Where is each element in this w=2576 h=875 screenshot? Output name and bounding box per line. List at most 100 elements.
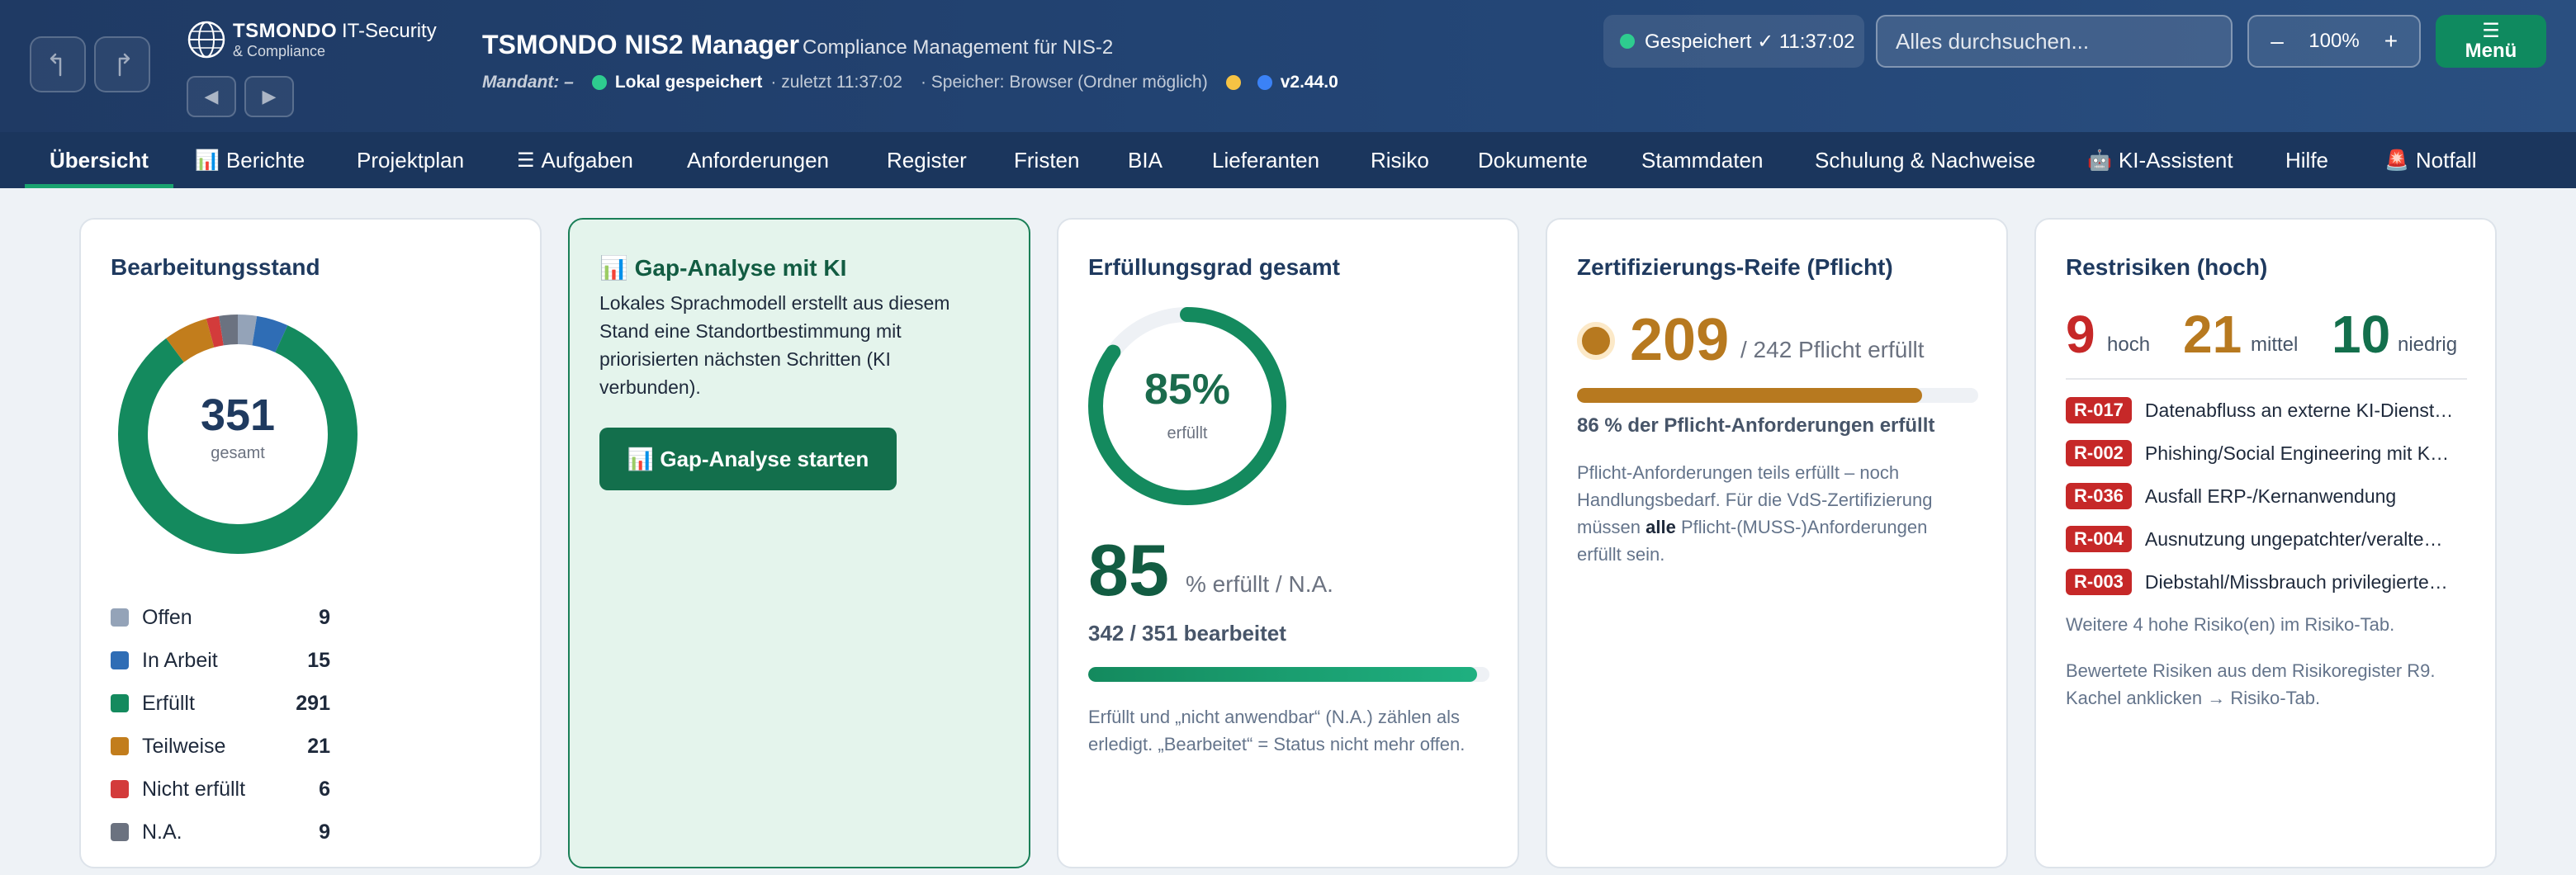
gap-analysis-card: 📊 Gap-Analyse mit KI Lokales Sprachmodel…: [568, 218, 1030, 868]
tab-label: Dokumente: [1478, 147, 1588, 173]
status-total-label: gesamt: [211, 444, 265, 462]
tab-lieferanten[interactable]: Lieferanten: [1212, 132, 1319, 188]
cert-value: 209: [1630, 307, 1730, 373]
storage-info: · Speicher: Browser (Ordner möglich): [920, 73, 1208, 92]
donut-segment-erfüllt: [118, 315, 358, 554]
risk-title: Diebstahl/Missbrauch privilegierte…: [2144, 570, 2448, 593]
cert-note-bold: alle: [1646, 517, 1676, 537]
saved-dot-icon: [1620, 34, 1635, 49]
brand-suffix: IT-Security: [342, 20, 437, 42]
tab-hilfe[interactable]: Hilfe: [2285, 132, 2328, 188]
legend-label: Erfüllt: [142, 691, 195, 715]
back-button[interactable]: ◀: [187, 76, 236, 117]
triangle-right-icon: ▶: [262, 86, 277, 106]
hamburger-icon: ☰: [2482, 20, 2500, 42]
gap-card-title: 📊 Gap-Analyse mit KI: [599, 255, 847, 281]
tab-label: Berichte: [225, 147, 305, 173]
forward-button[interactable]: ▶: [244, 76, 294, 117]
tab-label: Übersicht: [50, 147, 149, 173]
brand-name: TSMONDO: [233, 20, 338, 42]
tab-uebersicht[interactable]: Übersicht: [25, 132, 173, 188]
brand-tagline: & Compliance: [233, 43, 326, 59]
tab-register[interactable]: Register: [887, 132, 967, 188]
status-card[interactable]: Bearbeitungsstand 351 gesamt Offen 9 In Ar…: [79, 218, 542, 868]
tab-aufgaben[interactable]: ☰ Aufgaben: [517, 132, 633, 188]
tab-schulung[interactable]: Schulung & Nachweise: [1815, 132, 2035, 188]
menu-label: Menü: [2465, 40, 2517, 62]
risk-card[interactable]: Restrisiken (hoch) 9 hoch 21 mittel 10 n…: [2034, 218, 2497, 868]
risk-low-count: 10: [2332, 305, 2391, 364]
tab-fristen[interactable]: Fristen: [1014, 132, 1079, 188]
status-card-title: Bearbeitungsstand: [111, 254, 320, 280]
start-gap-analysis-button[interactable]: 📊 Gap-Analyse starten: [599, 428, 897, 490]
info-dot-icon: [1257, 75, 1272, 90]
global-search-input[interactable]: [1876, 15, 2233, 68]
undo-button[interactable]: [30, 36, 86, 92]
tab-label: BIA: [1128, 147, 1163, 173]
mandant-label[interactable]: Mandant: –: [482, 73, 574, 92]
tab-anforderungen[interactable]: Anforderungen: [687, 132, 829, 188]
legend-value: 21: [307, 734, 330, 758]
cert-note-text-end: Pflicht-(MUSS-)Anforderungen erfüllt sei…: [1577, 517, 1928, 565]
cert-note-text: Pflicht-Anforderungen teils erfüllt – no…: [1577, 462, 1933, 537]
redo-button[interactable]: [94, 36, 150, 92]
tab-label: Stammdaten: [1641, 147, 1764, 173]
siren-icon: 🚨: [2384, 149, 2409, 172]
risk-list-item[interactable]: R-017 Datenabfluss an externe KI-Dienst…: [2066, 396, 2479, 424]
fulfillment-card[interactable]: Erfüllungsgrad gesamt 85% erfüllt 85 % e…: [1057, 218, 1519, 868]
fulfillment-ring-value: 85%: [1144, 366, 1231, 414]
tab-projektplan[interactable]: Projektplan: [357, 132, 464, 188]
last-saved-time: · zuletzt 11:37:02: [770, 73, 902, 92]
status-donut-chart: [118, 315, 358, 554]
bar-chart-icon: 📊: [195, 149, 220, 172]
tab-label: Projektplan: [357, 147, 465, 173]
tab-label: Register: [887, 147, 967, 173]
risk-title: Phishing/Social Engineering mit K…: [2144, 442, 2450, 464]
local-saved-label: Lokal gespeichert: [614, 73, 763, 92]
certification-card[interactable]: Zertifizierungs-Reife (Pflicht) 209 / 24…: [1546, 218, 2008, 868]
top-header: ◀ ▶ TSMONDO IT-Security & Compliance TSM…: [0, 0, 2576, 132]
risk-medium-count: 21: [2183, 305, 2242, 364]
cert-note: Pflicht-Anforderungen teils erfüllt – no…: [1577, 459, 1973, 568]
risk-id-badge: R-004: [2066, 526, 2132, 552]
risk-list-item[interactable]: R-002 Phishing/Social Engineering mit K…: [2066, 439, 2479, 467]
tab-label: Fristen: [1014, 147, 1080, 173]
redo-icon: [118, 53, 130, 77]
menu-button[interactable]: ☰ Menü: [2436, 15, 2546, 68]
tab-dokumente[interactable]: Dokumente: [1478, 132, 1588, 188]
gap-card-text: Lokales Sprachmodell erstellt aus diesem…: [599, 292, 950, 398]
tab-bia[interactable]: BIA: [1128, 132, 1163, 188]
legend-value: 15: [307, 648, 330, 672]
legend-swatch: [111, 608, 129, 627]
zoom-in-button[interactable]: +: [2384, 28, 2398, 54]
risk-footer-note: Bewertete Risiken aus dem Risikoregister…: [2066, 660, 2436, 708]
risk-list-item[interactable]: R-036 Ausfall ERP-/Kernanwendung: [2066, 482, 2479, 510]
globe-logo-icon: [187, 21, 225, 59]
fulfillment-ring-chart: [1088, 307, 1286, 505]
tab-ki-assistent[interactable]: 🤖 KI-Assistent: [2087, 132, 2233, 188]
legend-label: Teilweise: [142, 734, 226, 758]
tab-notfall[interactable]: 🚨 Notfall: [2384, 132, 2477, 188]
cert-value-sub: / 242 Pflicht erfüllt: [1740, 337, 1925, 362]
risk-divider: [2066, 378, 2467, 380]
legend-value: 291: [296, 691, 330, 715]
tab-stammdaten[interactable]: Stammdaten: [1641, 132, 1763, 188]
risk-title: Ausfall ERP-/Kernanwendung: [2144, 485, 2397, 507]
risk-list-item[interactable]: R-004 Ausnutzung ungepatchter/veralte…: [2066, 525, 2479, 553]
list-icon: ☰: [517, 149, 535, 172]
risk-high-label: hoch: [2107, 333, 2151, 356]
donut-segment-n-a-: [118, 315, 358, 554]
cert-progress-bar: [1577, 388, 1978, 403]
risk-list-item[interactable]: R-003 Diebstahl/Missbrauch privilegierte…: [2066, 568, 2479, 596]
tab-risiko[interactable]: Risiko: [1371, 132, 1429, 188]
legend-swatch: [111, 823, 129, 841]
tab-label: Aufgaben: [541, 147, 633, 173]
saved-status-pill: Gespeichert ✓ 11:37:02: [1603, 15, 1864, 68]
risk-id-badge: R-017: [2066, 397, 2132, 423]
tab-berichte[interactable]: 📊 Berichte: [195, 132, 305, 188]
version-label: v2.44.0: [1280, 73, 1338, 92]
legend-swatch: [111, 651, 129, 669]
legend-row: Nicht erfüllt 6: [111, 773, 358, 806]
zoom-out-button[interactable]: –: [2271, 28, 2284, 54]
zoom-control: – 100% +: [2247, 15, 2421, 68]
